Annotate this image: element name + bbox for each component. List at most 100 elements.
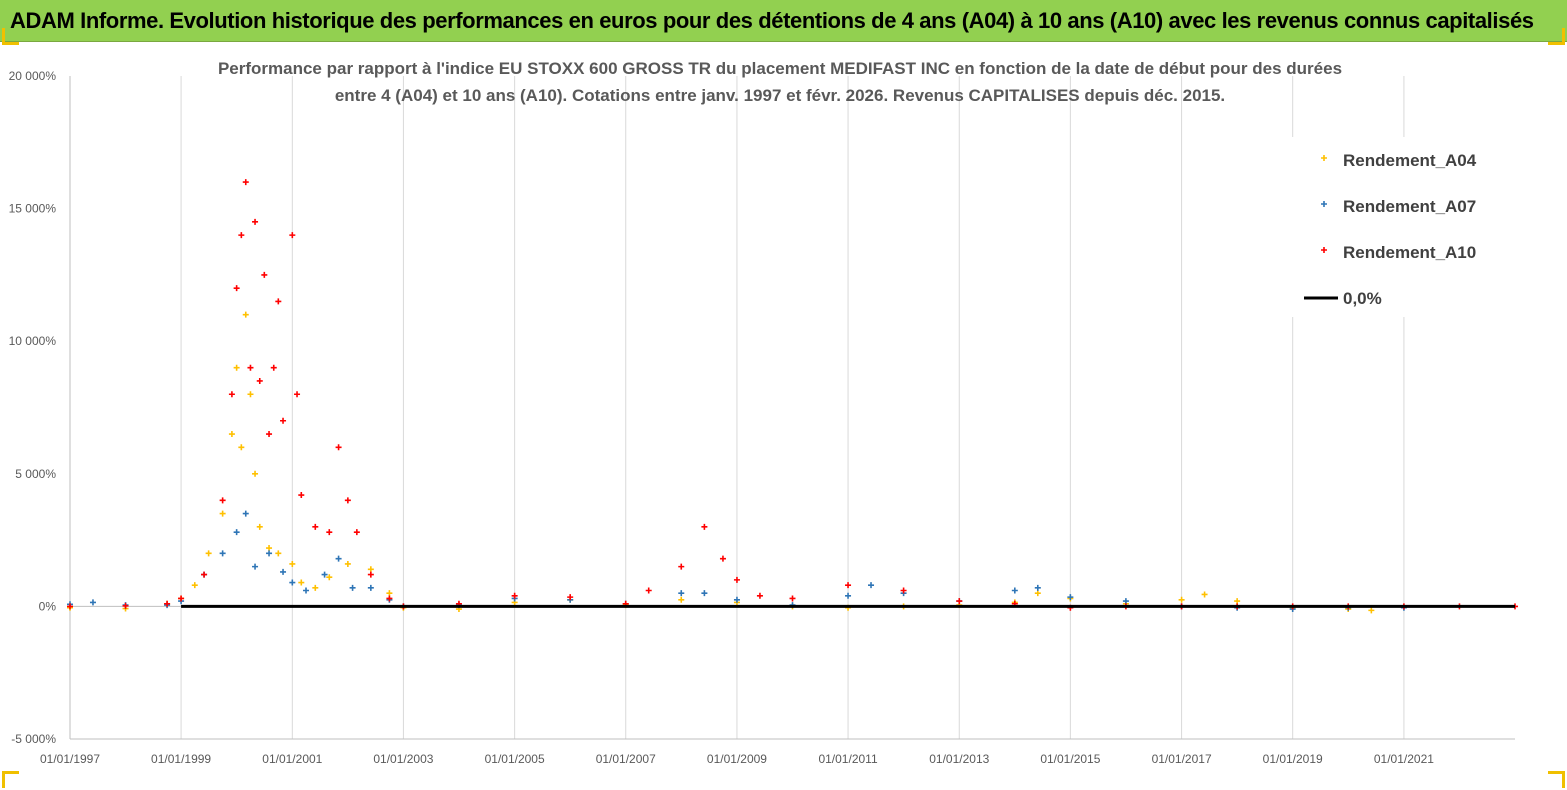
x-tick-label: 01/01/2005 — [485, 752, 545, 766]
data-point — [367, 571, 374, 578]
corner-marker — [2, 28, 19, 45]
data-point — [122, 602, 129, 609]
data-point — [238, 232, 245, 239]
data-point — [164, 600, 171, 607]
data-point — [289, 560, 296, 567]
y-tick-label: 10 000% — [9, 334, 57, 348]
data-point — [256, 523, 263, 530]
data-point — [326, 574, 333, 581]
data-point — [219, 510, 226, 517]
data-point — [367, 584, 374, 591]
x-tick-label: 01/01/2003 — [373, 752, 433, 766]
data-point — [256, 377, 263, 384]
data-point — [1067, 594, 1074, 601]
legend-label: Rendement_A07 — [1343, 197, 1476, 216]
data-point — [247, 364, 254, 371]
data-point — [733, 596, 740, 603]
data-point — [298, 579, 305, 586]
data-point — [275, 298, 282, 305]
legend-swatch — [1321, 155, 1327, 161]
x-tick-label: 01/01/2013 — [929, 752, 989, 766]
data-point — [266, 545, 273, 552]
series-rendement-a04 — [67, 311, 1375, 614]
x-tick-label: 01/01/2015 — [1040, 752, 1100, 766]
x-tick-label: 01/01/2017 — [1152, 752, 1212, 766]
data-point — [678, 596, 685, 603]
data-point — [701, 590, 708, 597]
data-point — [289, 579, 296, 586]
x-tick-label: 01/01/1997 — [40, 752, 100, 766]
data-point — [238, 444, 245, 451]
data-point — [67, 603, 73, 610]
data-point — [266, 431, 273, 438]
data-point — [252, 218, 259, 225]
data-point — [298, 492, 305, 499]
data-point — [645, 587, 652, 594]
x-tick-label: 01/01/2001 — [262, 752, 322, 766]
series — [67, 179, 1518, 614]
data-point — [1178, 596, 1185, 603]
chart-title: Performance par rapport à l'indice EU ST… — [218, 59, 1342, 105]
data-point — [353, 529, 360, 536]
data-point — [956, 598, 963, 605]
data-point — [386, 595, 393, 602]
y-tick-label: 5 000% — [15, 467, 56, 481]
data-point — [321, 571, 328, 578]
x-tick-label: 01/01/2009 — [707, 752, 767, 766]
data-point — [303, 587, 310, 594]
data-point — [178, 595, 185, 602]
data-point — [275, 550, 282, 557]
data-point — [280, 568, 287, 575]
data-point — [335, 555, 342, 562]
legend-label: Rendement_A04 — [1343, 151, 1477, 170]
data-point — [344, 560, 351, 567]
y-tick-label: 15 000% — [9, 202, 57, 216]
axes: 01/01/1997 01/01/1999 01/01/2001 01/01/2003… — [9, 69, 1515, 766]
legend-box — [1280, 137, 1550, 317]
grid — [180, 76, 1405, 739]
data-point — [511, 592, 518, 599]
corner-marker — [1548, 28, 1565, 45]
legend-swatch — [1321, 247, 1327, 253]
data-point — [312, 523, 319, 530]
chart: 01/01/1997 01/01/1999 01/01/2001 01/01/2003… — [9, 59, 1550, 766]
data-point — [294, 391, 301, 398]
x-tick-label: 01/01/2007 — [596, 752, 656, 766]
x-tick-label: 01/01/1999 — [151, 752, 211, 766]
data-point — [344, 497, 351, 504]
data-point — [678, 563, 685, 570]
data-point — [900, 587, 907, 594]
data-point — [242, 179, 249, 186]
data-point — [1034, 584, 1041, 591]
legend-label: 0,0% — [1343, 289, 1382, 308]
data-point — [233, 364, 240, 371]
data-point — [386, 590, 393, 597]
data-point — [326, 529, 333, 536]
banner-title: ADAM Informe. Evolution historique des p… — [10, 8, 1534, 33]
data-point — [1011, 587, 1018, 594]
data-point — [266, 550, 273, 557]
legend-swatch — [1321, 201, 1327, 207]
data-point — [201, 571, 208, 578]
data-point — [289, 232, 296, 239]
data-point — [367, 566, 374, 573]
data-point — [219, 497, 226, 504]
data-point — [312, 584, 319, 591]
data-point — [191, 582, 198, 589]
y-tick-label: -5 000% — [11, 732, 56, 746]
corner-marker — [1548, 771, 1565, 788]
data-point — [678, 590, 685, 597]
data-point — [1122, 598, 1129, 605]
data-point — [719, 555, 726, 562]
data-point — [228, 391, 235, 398]
data-point — [270, 364, 277, 371]
series-rendement-a10 — [67, 179, 1518, 611]
data-point — [280, 417, 287, 424]
x-tick-label: 01/01/2019 — [1263, 752, 1323, 766]
data-point — [1368, 607, 1375, 614]
data-point — [1034, 590, 1041, 597]
data-point — [228, 431, 235, 438]
data-point — [868, 582, 875, 589]
chart-title-line-2: entre 4 (A04) et 10 ans (A10). Cotations… — [335, 86, 1225, 105]
data-point — [233, 529, 240, 536]
